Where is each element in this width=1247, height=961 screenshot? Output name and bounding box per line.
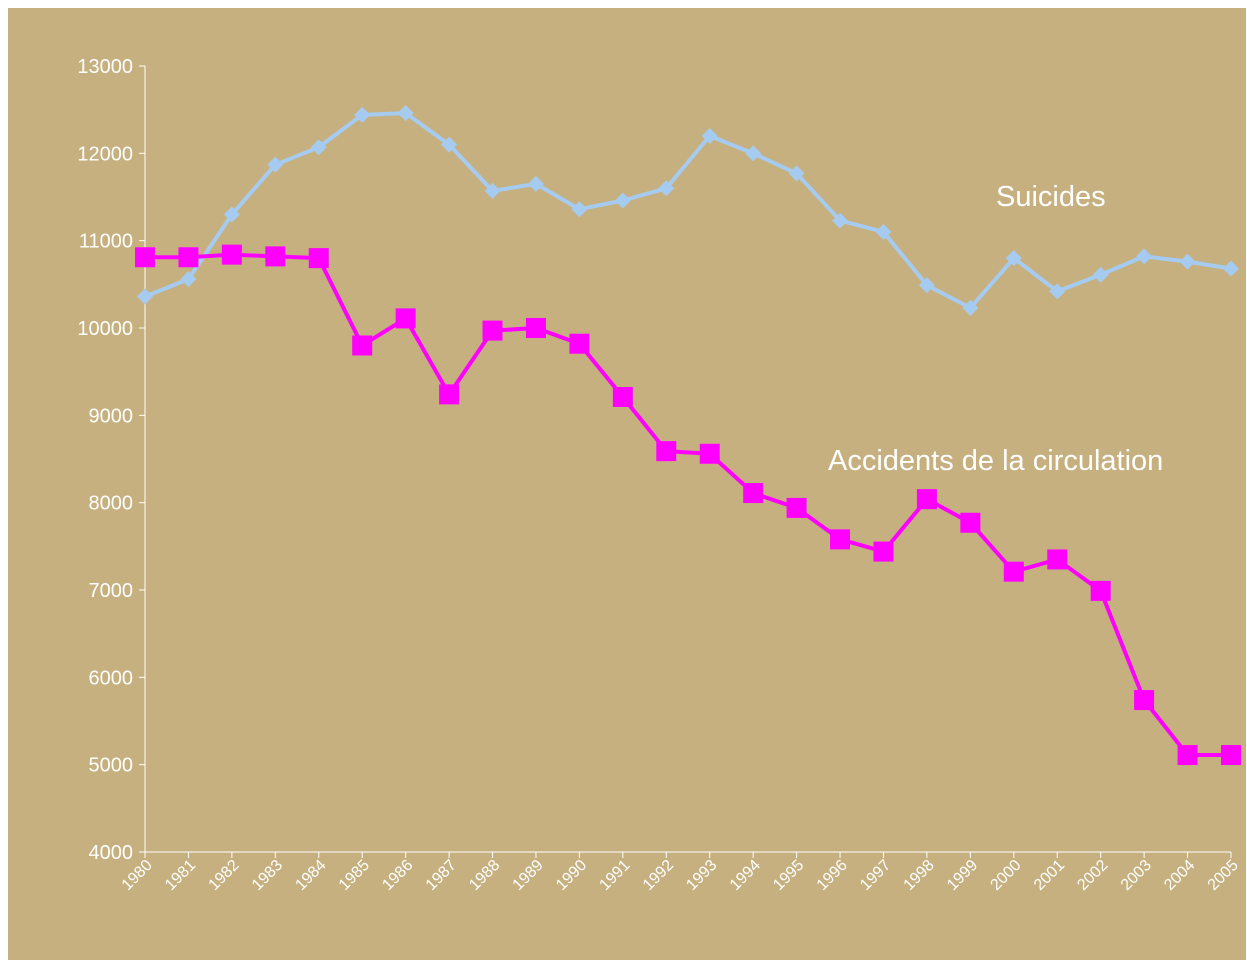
data-point xyxy=(1005,250,1022,267)
x-tick-label: 2003 xyxy=(1118,857,1155,894)
data-point xyxy=(527,175,544,192)
data-point xyxy=(137,288,153,305)
data-point xyxy=(265,246,286,267)
x-tick-label: 1996 xyxy=(814,857,851,894)
data-point xyxy=(310,139,327,156)
y-tick-label: 6000 xyxy=(89,667,134,689)
data-point xyxy=(745,145,762,162)
data-point xyxy=(223,206,240,223)
x-tick-label: 1985 xyxy=(336,857,373,894)
data-point xyxy=(180,271,197,288)
data-point xyxy=(1090,580,1111,601)
data-point xyxy=(960,512,981,533)
data-point xyxy=(571,201,588,218)
data-point xyxy=(395,308,416,329)
data-point xyxy=(1049,283,1066,300)
data-point xyxy=(1177,745,1198,766)
data-point xyxy=(743,483,764,504)
x-tick-label: 1997 xyxy=(857,857,894,894)
y-tick-label: 5000 xyxy=(89,755,134,777)
x-tick-label: 1989 xyxy=(510,857,547,894)
series-line xyxy=(145,252,1231,758)
y-tick-label: 7000 xyxy=(89,580,134,602)
x-tick-label: 1983 xyxy=(249,857,286,894)
data-point xyxy=(1003,561,1024,582)
data-point xyxy=(221,244,242,265)
data-point xyxy=(178,247,199,268)
y-tick-label: 11000 xyxy=(79,231,133,253)
data-point xyxy=(1223,260,1239,277)
x-tick-label: 1991 xyxy=(596,857,633,894)
data-point xyxy=(875,223,892,240)
series-accidents xyxy=(135,244,1241,766)
x-tick-label: 1994 xyxy=(727,857,764,894)
data-point xyxy=(656,441,677,462)
x-tick-label: 1995 xyxy=(770,857,807,894)
data-point xyxy=(354,106,371,123)
data-point xyxy=(786,497,807,518)
data-point xyxy=(658,180,675,197)
x-tick-label: 1993 xyxy=(683,857,720,894)
data-point xyxy=(308,248,329,269)
y-tick-label: 13000 xyxy=(77,56,133,78)
series-label-suicides: Suicides xyxy=(996,181,1106,213)
data-point xyxy=(352,335,373,356)
data-point xyxy=(482,320,503,341)
data-point xyxy=(267,156,284,173)
data-point xyxy=(1179,253,1196,270)
data-point xyxy=(962,299,979,316)
data-point xyxy=(614,192,631,209)
data-point xyxy=(788,165,805,182)
x-tick-label: 1981 xyxy=(162,857,199,894)
data-point xyxy=(830,529,851,550)
y-tick-label: 9000 xyxy=(89,405,134,427)
data-point xyxy=(569,333,590,354)
data-point xyxy=(1092,266,1109,283)
y-tick-label: 12000 xyxy=(77,143,133,165)
data-point xyxy=(699,443,720,464)
data-point xyxy=(484,182,501,199)
x-tick-label: 1987 xyxy=(423,857,460,894)
data-point xyxy=(1047,549,1068,570)
data-point xyxy=(832,212,849,229)
series-label-accidents: Accidents de la circulation xyxy=(828,445,1163,477)
x-tick-label: 1990 xyxy=(553,857,590,894)
data-point xyxy=(439,384,460,405)
data-point xyxy=(612,386,633,407)
x-tick-label: 2000 xyxy=(987,857,1024,894)
chart-panel xyxy=(8,8,1246,960)
data-point xyxy=(1134,690,1155,711)
data-point xyxy=(873,541,894,562)
data-point xyxy=(1136,248,1153,265)
data-point xyxy=(441,136,458,153)
x-tick-label: 2001 xyxy=(1031,857,1068,894)
data-point xyxy=(397,105,414,122)
y-tick-label: 8000 xyxy=(89,493,134,515)
data-point xyxy=(1221,745,1241,766)
x-tick-label: 1986 xyxy=(379,857,416,894)
y-tick-label: 4000 xyxy=(89,842,134,864)
x-tick-label: 1988 xyxy=(466,857,503,894)
series-suicides xyxy=(137,105,1239,316)
x-tick-label: 1998 xyxy=(901,857,938,894)
x-tick-label: 2005 xyxy=(1205,857,1242,894)
x-tick-label: 1984 xyxy=(292,857,329,894)
x-tick-label: 2004 xyxy=(1161,857,1198,894)
series-line xyxy=(144,111,1232,310)
data-point xyxy=(918,277,935,294)
x-tick-label: 1999 xyxy=(944,857,981,894)
data-point xyxy=(916,489,937,510)
data-point xyxy=(525,318,546,338)
data-point xyxy=(135,247,155,268)
x-tick-label: 1982 xyxy=(206,857,243,894)
x-tick-label: 2002 xyxy=(1074,857,1111,894)
x-tick-label: 1992 xyxy=(640,857,677,894)
y-tick-label: 10000 xyxy=(77,318,133,340)
series-layer xyxy=(135,105,1241,766)
data-point xyxy=(701,127,718,144)
